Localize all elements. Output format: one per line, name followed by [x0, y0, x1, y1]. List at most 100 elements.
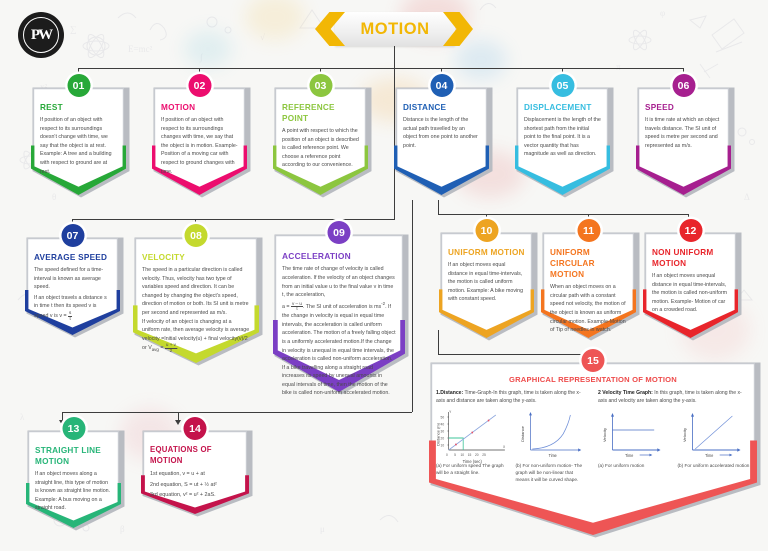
svg-text:Δ: Δ: [744, 192, 750, 202]
chart-plot: Velocity Time: [678, 408, 751, 460]
concept-card-velocity[interactable]: 08 VELOCITY The speed in a particular di…: [132, 224, 263, 366]
chart-plot: Y X 50 40 30 20 10 0: [436, 408, 509, 464]
concept-card-straight-line-motion[interactable]: 13 STRAIGHT LINE MOTION If an object mov…: [25, 417, 125, 531]
svg-text:Distance (m): Distance (m): [436, 422, 440, 446]
svg-text:5: 5: [454, 453, 456, 457]
svg-text:Velocity: Velocity: [602, 428, 607, 442]
card-title: MOTION: [161, 103, 196, 112]
svg-text:π: π: [616, 62, 621, 72]
card-body: REST If position of an object with respe…: [40, 102, 117, 176]
connector: [62, 412, 412, 413]
card-body: VELOCITY The speed in a particular direc…: [142, 252, 250, 354]
concept-card-rest[interactable]: 01 REST If position of an object with re…: [30, 74, 130, 198]
card-text: The speed defined for a time-interval is…: [34, 267, 104, 291]
banner-body: [335, 12, 455, 46]
card-text-line: If velocity of an object is changing at …: [142, 318, 250, 352]
svg-text:25: 25: [482, 453, 486, 457]
graph-lead-text: Time-Graph-In this graph, time is taken …: [436, 390, 581, 405]
concept-card-average-speed[interactable]: 07 AVERAGE SPEED The speed defined for a…: [24, 224, 124, 338]
concept-card-reference-point[interactable]: 03 REFERENCE POINT A point with respect …: [272, 74, 372, 198]
chart-plot: Velocity Time: [598, 408, 671, 460]
card-body: UNIFORM MOTION If an object moves equal …: [448, 247, 525, 304]
svg-text:Time: Time: [705, 453, 713, 458]
chart-velocity-uniform: Velocity Time (a) For uniform motion: [598, 408, 671, 469]
graph-panel-body: GRAPHICAL REPRESENTATION OF MOTION 1.Dis…: [428, 372, 758, 483]
concept-card-non-uniform-motion[interactable]: 12 NON UNIFORM MOTION If an object moves…: [642, 219, 742, 341]
card-text: When an object moves on a circular path …: [550, 284, 626, 334]
card-title: DISPLACEMENT: [524, 103, 592, 112]
equation-item: 2nd equation, S = ut + ½ at²: [150, 481, 217, 488]
connector: [412, 200, 413, 412]
concept-card-uniform-motion[interactable]: 10 UNIFORM MOTION If an object moves equ…: [438, 219, 538, 341]
card-title: AVERAGE SPEED: [34, 253, 108, 262]
page-title: MOTION: [360, 19, 430, 38]
svg-text:30: 30: [441, 430, 445, 434]
graph-panel-graphical-representation[interactable]: 15 GRAPHICAL REPRESENTATION OF MOTION 1.…: [428, 349, 761, 538]
svg-text:Y: Y: [449, 410, 452, 414]
chart-caption: (a) For uniform motion: [598, 463, 645, 469]
chart-caption: (b) For uniform accelerated motion: [677, 463, 750, 469]
decor-blob: [245, 0, 305, 40]
connector: [438, 354, 588, 355]
chart-distance-nonuniform: Distance Time (b) For non-uniform motion…: [516, 408, 589, 483]
connector: [438, 214, 688, 215]
pw-logo-initials: PW: [23, 17, 59, 53]
acceleration-unit-exponent: -2: [381, 300, 386, 306]
concept-card-displacement[interactable]: 05 DISPLACEMENT Displacement is the leng…: [514, 74, 614, 198]
svg-text:λ: λ: [20, 412, 25, 422]
graph-panel-title: GRAPHICAL REPRESENTATION OF MOTION: [509, 375, 677, 384]
card-text: If an object moves equal distance in equ…: [448, 262, 524, 303]
card-body: UNIFORM CIRCULAR MOTION When an object m…: [550, 247, 627, 335]
connector-arrow-icon: [58, 420, 65, 425]
card-text: Distance is the length of the actual pat…: [403, 117, 478, 149]
connector: [178, 412, 179, 422]
card-title: VELOCITY: [142, 253, 185, 262]
card-body: DISTANCE Distance is the length of the a…: [403, 102, 480, 150]
card-number-badge: 01: [67, 74, 90, 97]
card-text-line: . The SI unit of acceleration is ms: [302, 303, 382, 310]
concept-card-acceleration[interactable]: 09 ACCELERATION The time rate of change …: [272, 221, 409, 396]
card-title: ACCELERATION: [282, 251, 351, 261]
concept-card-distance[interactable]: 04 DISTANCE Distance is the length of th…: [393, 74, 493, 198]
card-title: SPEED: [645, 103, 675, 112]
svg-text:20: 20: [441, 437, 445, 441]
card-text: If position of an object with respect to…: [161, 117, 238, 175]
connector: [72, 219, 395, 220]
card-title: DISTANCE: [403, 103, 447, 112]
graph-lead-distance: 1.Distance: Time-Graph-In this graph, ti…: [436, 389, 588, 405]
card-body: EQUATIONS OF MOTION 1st equation, v = u …: [150, 445, 240, 501]
card-title: REFERENCE POINT: [282, 103, 335, 124]
card-body: MOTION If position of an object with res…: [161, 102, 238, 176]
card-number-badge: 12: [679, 219, 702, 242]
card-text-line: . If the change in velocity is equal in …: [282, 303, 396, 397]
card-body: NON UNIFORM MOTION If an object moves un…: [652, 247, 729, 315]
svg-text:10: 10: [460, 453, 464, 457]
svg-text:X: X: [503, 445, 506, 449]
chart-caption: (b) For non-uniform motion- The graph wi…: [515, 463, 583, 483]
graph-column-velocity-time: 2 Velocity Time Graph: In this graph, ti…: [598, 389, 750, 483]
equation-item: 3rd equation, v² = u² + 2aS.: [150, 492, 216, 499]
svg-text:μ: μ: [320, 524, 325, 534]
svg-text:φ: φ: [660, 8, 665, 18]
svg-text:50: 50: [441, 416, 445, 420]
svg-text:Time: Time: [548, 453, 556, 458]
svg-text:E=mc²: E=mc²: [128, 44, 153, 54]
svg-text:Velocity: Velocity: [682, 428, 687, 442]
concept-card-speed[interactable]: 06 SPEED It is time rate at which an obj…: [635, 74, 735, 198]
graph-column-distance-time: 1.Distance: Time-Graph-In this graph, ti…: [436, 389, 588, 483]
card-title: UNIFORM CIRCULAR MOTION: [550, 248, 595, 280]
card-body: SPEED It is time rate at which an object…: [645, 102, 722, 150]
decor-blob: [455, 40, 507, 80]
svg-text:40: 40: [441, 423, 445, 427]
chart-velocity-accelerated: Velocity Time (b) For uniform accelerate…: [678, 408, 751, 469]
concept-card-uniform-circular-motion[interactable]: 11 UNIFORM CIRCULAR MOTION When an objec…: [540, 219, 640, 341]
graph-pair-velocity: Velocity Time (a) For uniform motion: [598, 408, 750, 469]
concept-card-equations-of-motion[interactable]: 14 EQUATIONS OF MOTION 1st equation, v =…: [140, 417, 253, 517]
connector: [78, 68, 683, 69]
chart-plot: Distance Time: [516, 408, 589, 460]
svg-text:∑: ∑: [70, 24, 76, 34]
concept-card-motion[interactable]: 02 MOTION If position of an object with …: [151, 74, 251, 198]
